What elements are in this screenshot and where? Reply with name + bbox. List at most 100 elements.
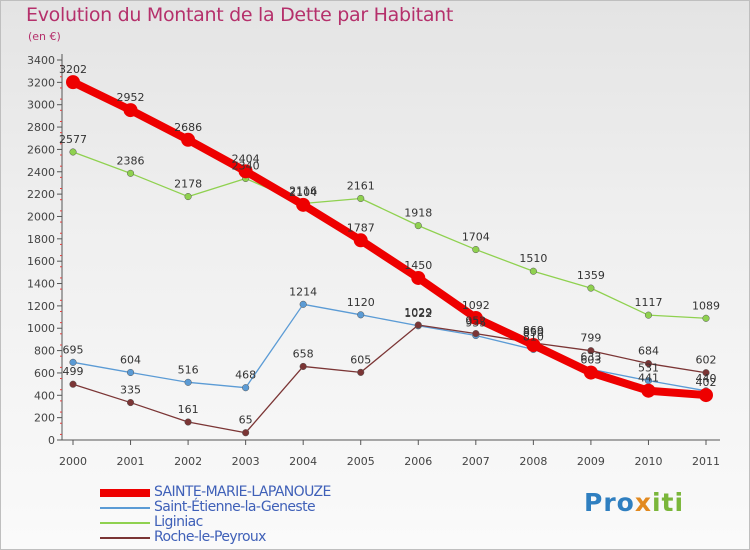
- data-label: 684: [638, 345, 659, 358]
- data-point: [526, 338, 541, 352]
- data-label: 1918: [404, 207, 432, 220]
- y-tick-label: 2600: [27, 143, 55, 156]
- data-point: [242, 384, 250, 392]
- data-label: 1787: [347, 221, 375, 234]
- data-label: 468: [235, 369, 256, 382]
- data-label: 1120: [347, 296, 375, 309]
- data-point: [181, 132, 196, 147]
- x-tick-label: 2006: [404, 455, 432, 468]
- y-tick-label: 3200: [27, 76, 55, 89]
- x-tick-label: 2011: [692, 455, 720, 468]
- data-point: [702, 314, 710, 322]
- data-label: 441: [638, 372, 659, 385]
- data-point: [69, 148, 77, 156]
- data-point: [468, 310, 483, 325]
- data-point: [472, 246, 480, 254]
- data-label: 1450: [404, 259, 432, 272]
- x-tick-label: 2004: [289, 455, 317, 468]
- data-point: [583, 365, 598, 380]
- data-point: [242, 429, 250, 437]
- legend-label: Roche-le-Peyroux: [154, 529, 266, 545]
- y-tick-label: 0: [48, 434, 55, 447]
- data-label: 1704: [462, 231, 490, 244]
- data-label: 161: [178, 403, 199, 416]
- data-label: 2386: [117, 154, 145, 167]
- data-label: 869: [523, 324, 544, 337]
- data-label: 602: [696, 354, 717, 367]
- data-label: 499: [63, 365, 84, 378]
- logo-part-1: Pro: [584, 488, 635, 517]
- data-point: [184, 418, 192, 426]
- data-point: [644, 311, 653, 319]
- y-tick-label: 2400: [27, 166, 55, 179]
- y-tick-label: 600: [34, 367, 55, 380]
- data-label: 658: [293, 347, 314, 360]
- y-tick-label: 1800: [27, 233, 55, 246]
- data-point: [411, 270, 426, 285]
- y-tick-label: 3000: [27, 99, 55, 112]
- series-line: [72, 324, 707, 434]
- data-point: [529, 267, 537, 275]
- data-label: 935: [465, 317, 486, 330]
- y-tick-label: 1400: [27, 278, 55, 291]
- data-point: [587, 347, 595, 355]
- data-point: [299, 300, 307, 308]
- data-label: 799: [580, 332, 601, 345]
- data-point: [296, 197, 311, 212]
- data-label: 1089: [692, 299, 720, 312]
- data-label: 850: [523, 326, 544, 339]
- y-tick-label: 1000: [27, 322, 55, 335]
- data-point: [472, 330, 480, 338]
- y-tick-label: 2800: [27, 121, 55, 134]
- data-point: [587, 284, 595, 292]
- data-label: 2404: [232, 152, 260, 165]
- y-tick-label: 2200: [27, 188, 55, 201]
- chart-subtitle: (en €): [28, 30, 61, 43]
- legend-swatch: [100, 507, 150, 509]
- data-label: 1092: [462, 299, 490, 312]
- y-tick-label: 3400: [27, 54, 55, 67]
- x-tick-label: 2005: [347, 455, 375, 468]
- data-label: 952: [465, 315, 486, 328]
- data-point: [357, 194, 365, 203]
- legend-swatch: [100, 522, 150, 524]
- chart-title: Evolution du Montant de la Dette par Hab…: [26, 4, 454, 26]
- data-point: [66, 75, 80, 90]
- data-label: 335: [120, 384, 141, 397]
- data-point: [238, 164, 253, 179]
- x-tick-label: 2001: [117, 455, 145, 468]
- data-label: 65: [239, 414, 253, 427]
- data-label: 3202: [59, 63, 87, 76]
- data-label: 2952: [117, 91, 145, 104]
- data-point: [69, 358, 77, 366]
- y-tick-label: 1600: [27, 255, 55, 268]
- data-point: [414, 222, 422, 230]
- y-tick-label: 400: [34, 389, 55, 402]
- y-tick-label: 2000: [27, 210, 55, 223]
- legend-label: SAINTE-MARIE-LAPANOUZE: [154, 484, 331, 500]
- data-point: [126, 169, 135, 177]
- data-point: [69, 380, 77, 388]
- data-point: [414, 321, 422, 329]
- data-label: 695: [63, 343, 84, 356]
- data-label: 1022: [404, 307, 432, 320]
- series-line: [72, 151, 707, 319]
- data-label: 2104: [289, 186, 317, 199]
- data-point: [699, 388, 713, 403]
- x-tick-label: 2002: [174, 455, 202, 468]
- data-label: 810: [523, 330, 544, 343]
- data-label: 2577: [59, 133, 87, 146]
- data-point: [357, 311, 365, 319]
- data-point: [123, 103, 138, 118]
- legend-swatch: [100, 489, 150, 497]
- x-tick-label: 2007: [462, 455, 490, 468]
- x-tick-label: 2003: [232, 455, 260, 468]
- y-tick-label: 800: [34, 345, 55, 358]
- x-tick-label: 2009: [577, 455, 605, 468]
- data-point: [184, 378, 192, 386]
- data-label: 516: [178, 363, 199, 376]
- data-label: 604: [120, 353, 141, 366]
- series-line: [72, 303, 707, 392]
